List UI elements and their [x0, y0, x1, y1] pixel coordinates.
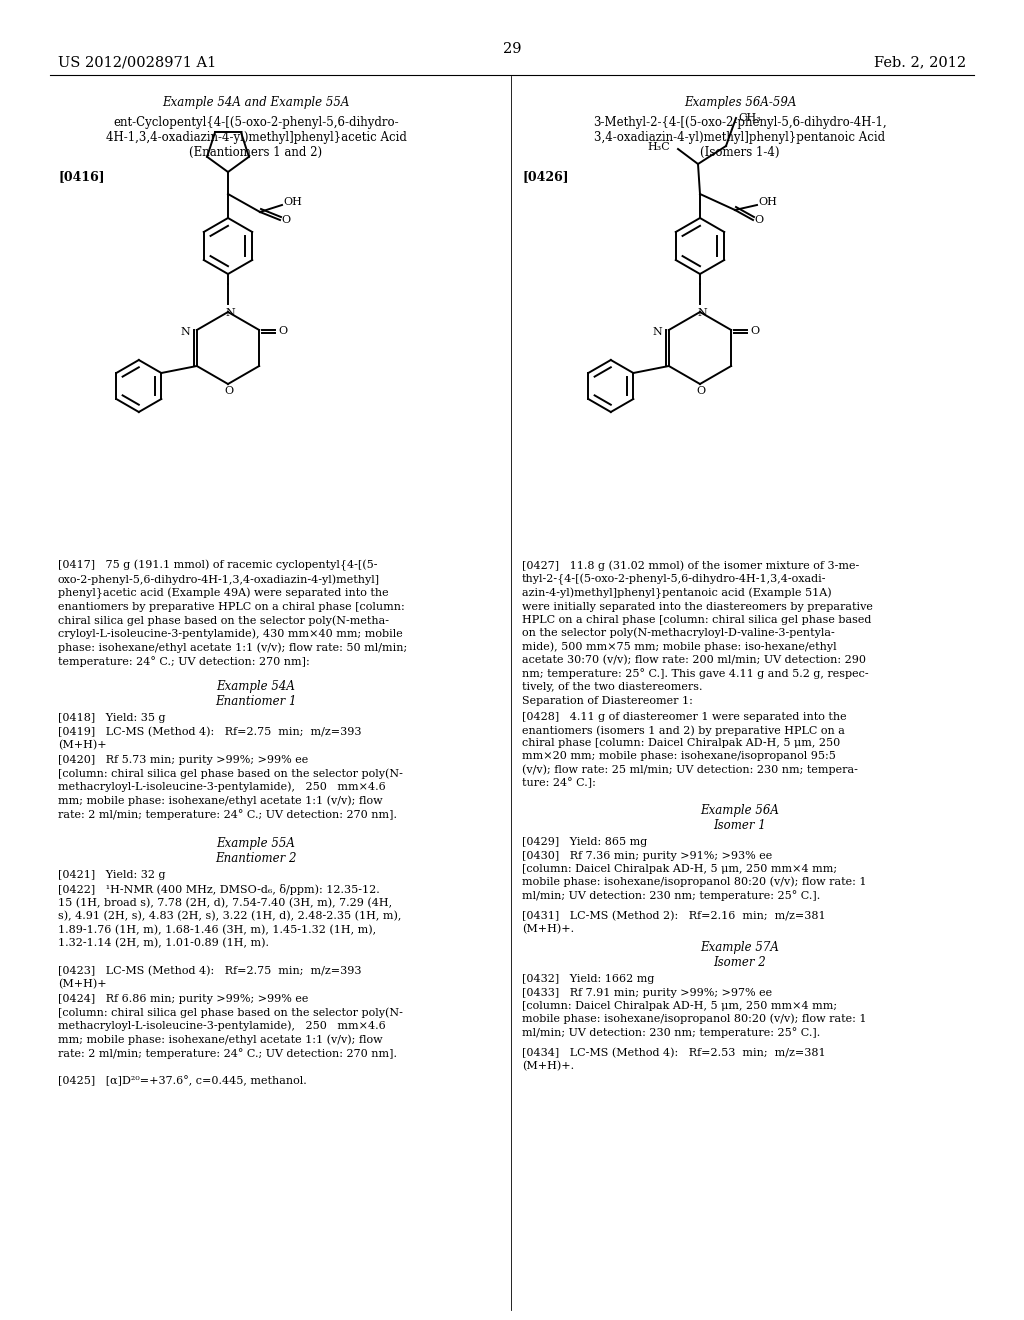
Text: O: O	[751, 326, 760, 337]
Text: OH: OH	[283, 197, 302, 207]
Text: Example 54A: Example 54A	[216, 680, 296, 693]
Text: N: N	[697, 308, 707, 318]
Text: Example 56A: Example 56A	[700, 804, 779, 817]
Text: [0423]   LC-MS (Method 4):   Rf=2.75  min;  m/z=393
(M+H)+: [0423] LC-MS (Method 4): Rf=2.75 min; m/…	[58, 966, 361, 990]
Text: Example 55A: Example 55A	[216, 837, 296, 850]
Text: CH₃: CH₃	[738, 114, 761, 123]
Text: N: N	[652, 327, 662, 337]
Text: [0426]: [0426]	[522, 170, 568, 183]
Text: [0434]   LC-MS (Method 4):   Rf=2.53  min;  m/z=381
(M+H)+.: [0434] LC-MS (Method 4): Rf=2.53 min; m/…	[522, 1048, 825, 1072]
Text: [0421]   Yield: 32 g: [0421] Yield: 32 g	[58, 870, 166, 880]
Text: [0419]   LC-MS (Method 4):   Rf=2.75  min;  m/z=393
(M+H)+: [0419] LC-MS (Method 4): Rf=2.75 min; m/…	[58, 727, 361, 751]
Text: [0430]   Rf 7.36 min; purity >91%; >93% ee
[column: Daicel Chiralpak AD-H, 5 μm,: [0430] Rf 7.36 min; purity >91%; >93% ee…	[522, 851, 866, 902]
Text: Isomer 2: Isomer 2	[714, 956, 766, 969]
Text: ent-Cyclopentyl{4-[(5-oxo-2-phenyl-5,6-dihydro-: ent-Cyclopentyl{4-[(5-oxo-2-phenyl-5,6-d…	[114, 116, 398, 129]
Text: Example 54A and Example 55A: Example 54A and Example 55A	[163, 96, 349, 110]
Text: O: O	[279, 326, 288, 337]
Text: 3-Methyl-2-{4-[(5-oxo-2-phenyl-5,6-dihydro-4H-1,: 3-Methyl-2-{4-[(5-oxo-2-phenyl-5,6-dihyd…	[593, 116, 887, 129]
Text: [0425]   [α]D²⁰=+37.6°, c=0.445, methanol.: [0425] [α]D²⁰=+37.6°, c=0.445, methanol.	[58, 1076, 307, 1086]
Text: [0422]   ¹H-NMR (400 MHz, DMSO-d₆, δ/ppm): 12.35-12.
15 (1H, broad s), 7.78 (2H,: [0422] ¹H-NMR (400 MHz, DMSO-d₆, δ/ppm):…	[58, 884, 401, 948]
Text: O: O	[224, 385, 233, 396]
Text: US 2012/0028971 A1: US 2012/0028971 A1	[58, 55, 216, 69]
Text: N: N	[180, 327, 189, 337]
Text: 4H-1,3,4-oxadiazin-4-yl)methyl]phenyl}acetic Acid: 4H-1,3,4-oxadiazin-4-yl)methyl]phenyl}ac…	[105, 131, 407, 144]
Text: [0433]   Rf 7.91 min; purity >99%; >97% ee
[column: Daicel Chiralpak AD-H, 5 μm,: [0433] Rf 7.91 min; purity >99%; >97% ee…	[522, 987, 866, 1039]
Text: Enantiomer 2: Enantiomer 2	[215, 851, 297, 865]
Text: Isomer 1: Isomer 1	[714, 818, 766, 832]
Text: Enantiomer 1: Enantiomer 1	[215, 696, 297, 708]
Text: [0424]   Rf 6.86 min; purity >99%; >99% ee
[column: chiral silica gel phase base: [0424] Rf 6.86 min; purity >99%; >99% ee…	[58, 994, 402, 1059]
Text: [0418]   Yield: 35 g: [0418] Yield: 35 g	[58, 713, 166, 723]
Text: H₃C: H₃C	[647, 143, 670, 152]
Text: O: O	[281, 215, 290, 224]
Text: Separation of Diastereomer 1:: Separation of Diastereomer 1:	[522, 696, 693, 706]
Text: [0429]   Yield: 865 mg: [0429] Yield: 865 mg	[522, 837, 647, 847]
Text: Examples 56A-59A: Examples 56A-59A	[684, 96, 797, 110]
Text: O: O	[754, 215, 763, 224]
Text: [0431]   LC-MS (Method 2):   Rf=2.16  min;  m/z=381
(M+H)+.: [0431] LC-MS (Method 2): Rf=2.16 min; m/…	[522, 911, 825, 935]
Text: 3,4-oxadiazin-4-yl)methyl]phenyl}pentanoic Acid: 3,4-oxadiazin-4-yl)methyl]phenyl}pentano…	[595, 131, 886, 144]
Text: O: O	[696, 385, 706, 396]
Text: [0417]   75 g (191.1 mmol) of racemic cyclopentyl{4-[(5-
oxo-2-phenyl-5,6-dihydr: [0417] 75 g (191.1 mmol) of racemic cycl…	[58, 560, 408, 667]
Text: OH: OH	[758, 197, 777, 207]
Text: [0427]   11.8 g (31.02 mmol) of the isomer mixture of 3-me-
thyl-2-{4-[(5-oxo-2-: [0427] 11.8 g (31.02 mmol) of the isomer…	[522, 560, 872, 692]
Text: Example 57A: Example 57A	[700, 941, 779, 954]
Text: [0432]   Yield: 1662 mg: [0432] Yield: 1662 mg	[522, 974, 654, 983]
Text: (Isomers 1-4): (Isomers 1-4)	[700, 147, 779, 158]
Text: Feb. 2, 2012: Feb. 2, 2012	[873, 55, 966, 69]
Text: [0420]   Rf 5.73 min; purity >99%; >99% ee
[column: chiral silica gel phase base: [0420] Rf 5.73 min; purity >99%; >99% ee…	[58, 755, 402, 820]
Text: 29: 29	[503, 42, 521, 55]
Text: [0428]   4.11 g of diastereomer 1 were separated into the
enantiomers (isomers 1: [0428] 4.11 g of diastereomer 1 were sep…	[522, 711, 858, 788]
Text: (Enantiomers 1 and 2): (Enantiomers 1 and 2)	[189, 147, 323, 158]
Text: N: N	[225, 308, 234, 318]
Text: [0416]: [0416]	[58, 170, 104, 183]
